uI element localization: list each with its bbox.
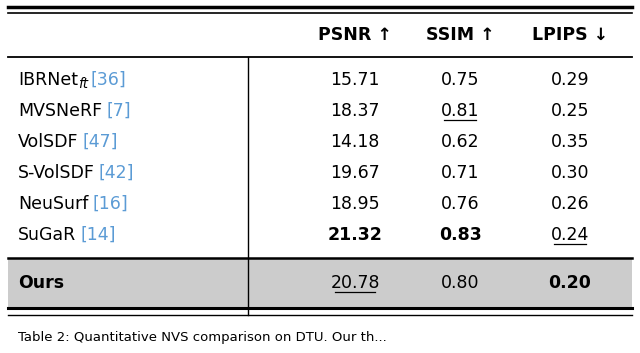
Text: 0.20: 0.20 xyxy=(548,274,591,292)
Text: 0.76: 0.76 xyxy=(441,195,479,213)
Text: [16]: [16] xyxy=(92,195,128,213)
Text: ft: ft xyxy=(78,77,88,90)
Text: 0.24: 0.24 xyxy=(551,226,589,244)
Text: Ours: Ours xyxy=(18,274,64,292)
Text: 0.81: 0.81 xyxy=(441,102,479,120)
Text: MVSNeRF: MVSNeRF xyxy=(18,102,102,120)
Text: SSIM ↑: SSIM ↑ xyxy=(426,26,494,44)
Text: 0.83: 0.83 xyxy=(438,226,481,244)
Text: S-VolSDF: S-VolSDF xyxy=(18,164,95,182)
Text: 14.18: 14.18 xyxy=(330,133,380,151)
Text: 18.37: 18.37 xyxy=(330,102,380,120)
Text: 15.71: 15.71 xyxy=(330,71,380,89)
Text: SuGaR: SuGaR xyxy=(18,226,76,244)
Text: NeuSurf: NeuSurf xyxy=(18,195,88,213)
Text: 0.26: 0.26 xyxy=(550,195,589,213)
Text: 0.30: 0.30 xyxy=(551,164,589,182)
Text: 18.95: 18.95 xyxy=(330,195,380,213)
Text: 0.29: 0.29 xyxy=(550,71,589,89)
Text: [36]: [36] xyxy=(91,71,127,89)
Bar xyxy=(8,258,632,308)
Text: 0.80: 0.80 xyxy=(441,274,479,292)
Text: [47]: [47] xyxy=(83,133,118,151)
Text: PSNR ↑: PSNR ↑ xyxy=(318,26,392,44)
Text: Table 2: Quantitative NVS comparison on DTU. Our th...: Table 2: Quantitative NVS comparison on … xyxy=(18,331,387,345)
Text: [42]: [42] xyxy=(99,164,134,182)
Text: LPIPS ↓: LPIPS ↓ xyxy=(532,26,608,44)
Text: 19.67: 19.67 xyxy=(330,164,380,182)
Text: 0.62: 0.62 xyxy=(441,133,479,151)
Text: 21.32: 21.32 xyxy=(328,226,383,244)
Text: [14]: [14] xyxy=(80,226,116,244)
Text: 0.75: 0.75 xyxy=(441,71,479,89)
Text: [7]: [7] xyxy=(106,102,131,120)
Text: 20.78: 20.78 xyxy=(330,274,380,292)
Text: 0.35: 0.35 xyxy=(551,133,589,151)
Text: VolSDF: VolSDF xyxy=(18,133,79,151)
Text: 0.71: 0.71 xyxy=(441,164,479,182)
Text: 0.25: 0.25 xyxy=(551,102,589,120)
Text: IBRNet: IBRNet xyxy=(18,71,78,89)
